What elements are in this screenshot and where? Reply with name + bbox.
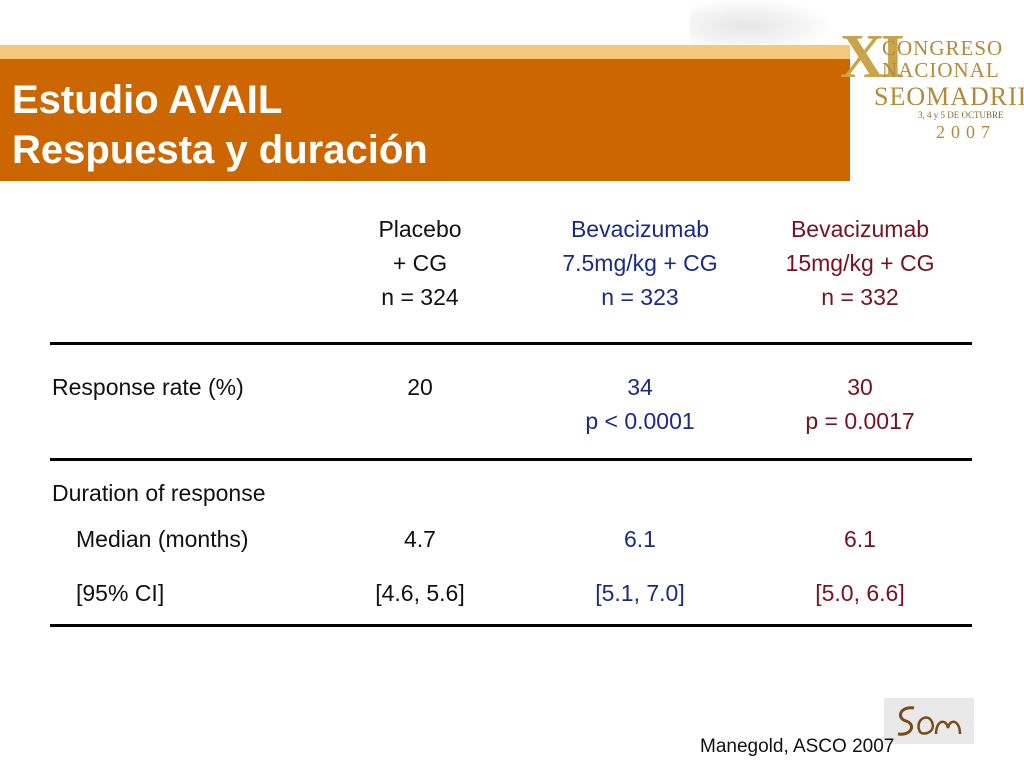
median-placebo: 4.7 (404, 526, 436, 552)
logo-roman-numeral: XI (840, 23, 905, 91)
response-rate-value: 34 (627, 374, 653, 400)
logo-congreso: CONGRESO (882, 36, 1004, 60)
seom-logo (884, 698, 974, 744)
header-line: n = 323 (601, 284, 679, 310)
seom-logo-mark (897, 706, 962, 736)
slide-title-line-2: Respuesta y duración (12, 128, 428, 172)
column-header-placebo: Placebo + CG n = 324 (340, 212, 500, 314)
header-line: + CG (392, 250, 448, 276)
header-line: Bevacizumab (570, 216, 710, 242)
header-line: n = 324 (381, 284, 459, 310)
row-label-response-rate: Response rate (%) (52, 374, 244, 400)
title-bar: Estudio AVAIL Respuesta y duración (0, 59, 850, 181)
slide-title-line-1: Estudio AVAIL (12, 78, 283, 122)
table-rule-middle (50, 458, 972, 461)
header-line: 15mg/kg + CG (785, 250, 935, 276)
row-label-ci: [95% CI] (76, 580, 165, 606)
logo-dates: 3, 4 y 5 DE OCTUBRE (918, 110, 1004, 120)
ci-placebo: [4.6, 5.6] (375, 580, 465, 606)
response-rate-bev-7-5: 34 p < 0.0001 (530, 370, 750, 438)
response-rate-value: 20 (407, 374, 433, 400)
table-rule-bottom (50, 624, 972, 627)
row-label-duration: Duration of response (52, 480, 266, 506)
ci-bev-15: [5.0, 6.6] (815, 580, 905, 606)
table-rule-top (50, 342, 972, 345)
logo-seomadrid: SEOMADRID (874, 82, 1024, 111)
title-accent-stripe (0, 45, 850, 59)
response-rate-placebo: 20 (340, 370, 500, 404)
column-header-bev-15: Bevacizumab 15mg/kg + CG n = 332 (750, 212, 970, 314)
response-rate-value: 30 (847, 374, 873, 400)
header-line: Bevacizumab (790, 216, 930, 242)
p-value: p < 0.0001 (585, 408, 695, 434)
logo-nacional: NACIONAL (882, 58, 1000, 82)
ci-bev-7-5: [5.1, 7.0] (595, 580, 685, 606)
congress-logo: XI CONGRESO NACIONAL SEOMADRID 3, 4 y 5 … (840, 22, 1024, 152)
median-bev-15: 6.1 (844, 526, 876, 552)
response-rate-bev-15: 30 p = 0.0017 (750, 370, 970, 438)
header-line: n = 332 (821, 284, 899, 310)
p-value: p = 0.0017 (805, 408, 915, 434)
logo-year: 2007 (936, 122, 996, 142)
header-line: 7.5mg/kg + CG (562, 250, 718, 276)
background-watermark (690, 0, 830, 44)
column-header-bev-7-5: Bevacizumab 7.5mg/kg + CG n = 323 (530, 212, 750, 314)
median-bev-7-5: 6.1 (624, 526, 656, 552)
citation: Manegold, ASCO 2007 (700, 736, 895, 757)
row-label-median: Median (months) (76, 526, 249, 552)
header-line: Placebo (378, 216, 462, 242)
